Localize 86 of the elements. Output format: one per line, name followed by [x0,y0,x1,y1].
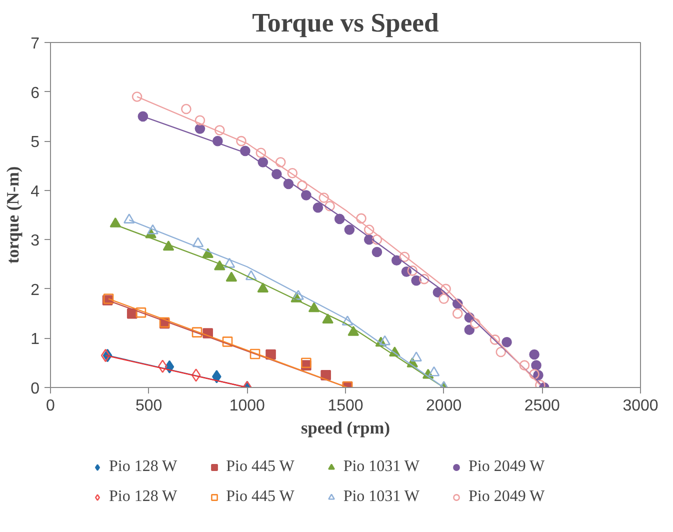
point [407,266,418,276]
point [470,318,480,329]
point [531,360,542,370]
y-tick-label: 4 [30,183,40,200]
point [320,370,331,380]
point [224,258,236,268]
point [490,334,500,345]
point [496,346,506,358]
point [440,284,451,294]
point [275,157,286,168]
y-tick-label: 6 [30,84,40,102]
point [191,368,201,382]
point [194,115,206,126]
point [410,352,422,362]
point [287,168,298,178]
point [342,316,354,326]
y-tick-label: 2 [30,282,40,299]
point [297,180,308,191]
point [322,314,334,324]
legend-label: Pio 445 W [226,458,294,476]
point [324,200,335,212]
point [214,125,225,136]
x-tick-label: 1500 [328,398,364,414]
point [438,294,449,304]
point [399,252,410,262]
point [502,337,512,348]
point [301,358,312,368]
y-tick-label: 3 [30,232,40,250]
point [372,246,382,258]
legend-label: Pio 1031 W [343,458,420,476]
point [222,336,233,347]
point [214,260,226,270]
point [419,274,430,284]
legend-label: Pio 2049 W [468,458,545,476]
point [318,192,330,203]
point [147,224,158,234]
point [292,290,304,300]
point [464,324,475,335]
point [256,148,266,158]
point [519,360,530,370]
legend-label: Pio 2049 W [468,488,545,506]
legend-label: Pio 1031 W [343,488,420,506]
legend-label: Pio 445 W [226,488,294,506]
point [529,349,540,360]
point [181,104,192,114]
point [192,237,204,248]
y-tick-label: 1 [30,331,40,348]
point [428,366,440,376]
x-axis-title: speed (rpm) [300,418,390,438]
x-tick-label: 2000 [426,398,462,414]
x-tick-label: 2500 [524,398,560,414]
point [226,272,238,282]
x-tick-label: 3000 [622,398,658,414]
x-tick-label: 0 [46,398,56,414]
point [194,124,206,134]
chart-title: Torque vs Speed [252,8,440,38]
point [236,136,246,146]
point [364,224,374,235]
point [138,111,148,122]
point [312,202,324,213]
point [110,217,122,228]
point [452,308,463,319]
y-tick-label: 5 [30,134,40,152]
point [356,213,366,224]
legend-label: Pio 128 W [109,488,178,506]
x-tick-label: 1000 [229,398,266,414]
point [212,370,222,384]
point [257,282,269,292]
point [372,234,382,245]
point [158,360,168,373]
point [411,275,422,286]
legend-label: Pio 128 W [109,458,178,476]
point [192,327,202,338]
point [379,335,390,346]
point [344,224,355,235]
point [348,326,360,336]
y-axis-title: torque (N-m) [4,166,23,264]
point [250,348,260,360]
point [132,92,142,102]
point [529,369,540,380]
x-tick-label: 500 [135,398,162,414]
point [124,214,135,224]
point [136,307,146,318]
y-tick-label: 0 [30,380,40,398]
y-tick-label: 7 [30,36,40,52]
point [245,270,257,280]
